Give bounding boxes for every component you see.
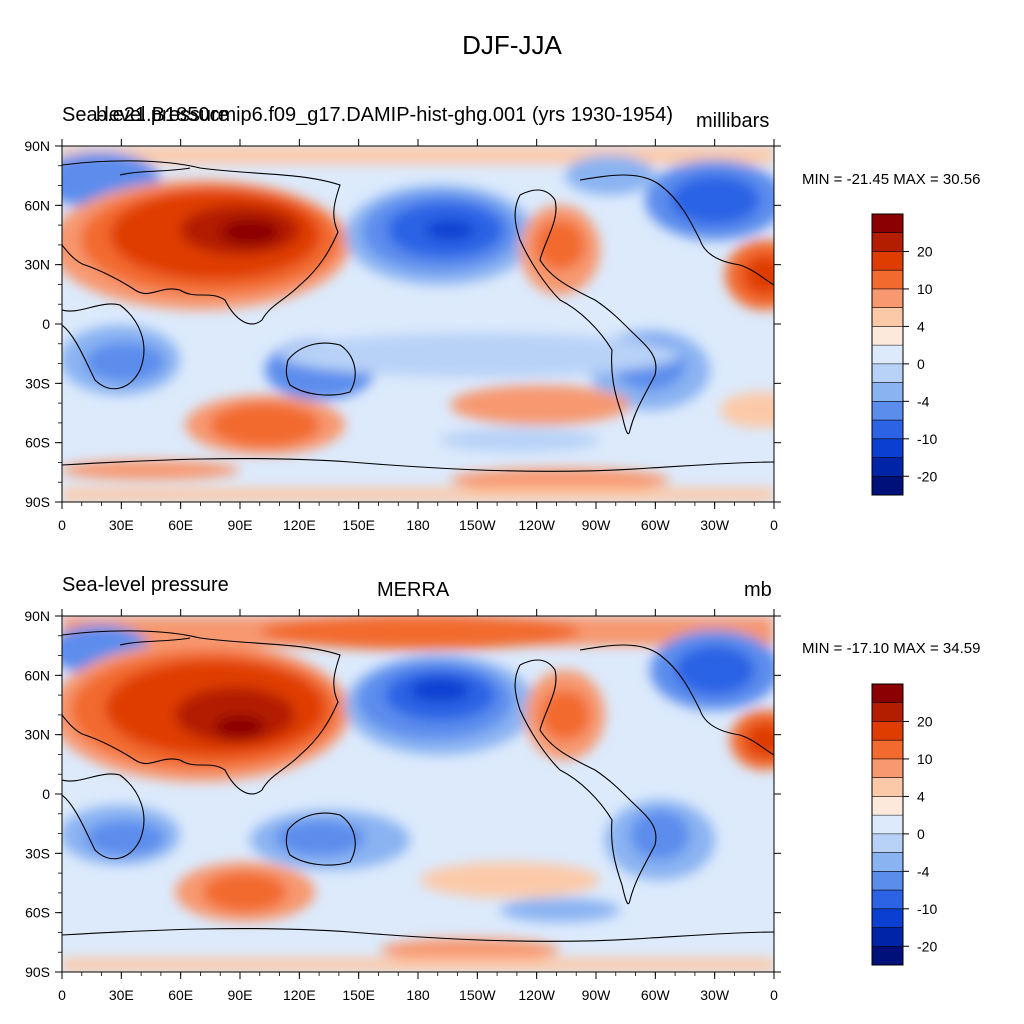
panel1-min-max: MIN = -21.45 MAX = 30.56	[802, 171, 981, 188]
panel2-center-title: MERRA	[377, 579, 450, 601]
panel1-lon-label: 150E	[342, 517, 375, 533]
panel1-lon-label: 30W	[700, 517, 730, 533]
panel2-colorbar-label: 4	[917, 788, 925, 804]
panel1-colorbar-swatch	[872, 420, 903, 440]
panel1-colorbar-swatch	[872, 214, 903, 234]
panel1-lon-label: 180	[406, 517, 430, 533]
panel1-colorbar-swatch	[872, 438, 903, 458]
panel1-lon-label: 150W	[459, 517, 496, 533]
panel1-colorbar-swatch	[872, 270, 903, 290]
main-title: DJF-JJA	[462, 30, 562, 60]
panel2-map	[62, 616, 774, 972]
panel2-colorbar-swatch	[872, 890, 903, 910]
panel2-colorbar-label: 10	[917, 751, 933, 767]
panel1-colorbar-swatch	[872, 345, 903, 365]
panel2-lat-label: 0	[42, 786, 50, 802]
panel2-lon-label: 0	[770, 987, 778, 1003]
panel1-colorbar-swatch	[872, 401, 903, 421]
panel2-lat-label: 90S	[25, 964, 50, 980]
panel1-colorbar-label: -4	[917, 393, 930, 409]
panel1-right-title: millibars	[696, 110, 770, 132]
panel2-lon-label: 180	[406, 987, 430, 1003]
panel2-colorbar-swatch	[872, 852, 903, 872]
panel2-lon-label: 150E	[342, 987, 375, 1003]
panel2-colorbar-swatch	[872, 777, 903, 797]
panel1-lon-label: 0	[770, 517, 778, 533]
panel2-lon-label: 120W	[518, 987, 555, 1003]
panel2-colorbar-frame	[871, 683, 904, 966]
panel1-colorbar-swatch	[872, 476, 903, 496]
panel1-colorbar-label: 0	[917, 356, 925, 372]
panel2-colorbar-swatch	[872, 833, 903, 853]
panel1-colorbar-swatch	[872, 326, 903, 346]
panel2-lon-label: 120E	[283, 987, 316, 1003]
panel1-lon-label: 60W	[641, 517, 671, 533]
panel2-colorbar-swatch	[872, 927, 903, 947]
panel1-colorbar-swatch	[872, 288, 903, 308]
panel1-colorbar-frame	[871, 213, 904, 496]
panel2-lon-label: 0	[58, 987, 66, 1003]
panel2-lon-label: 90E	[228, 987, 253, 1003]
panel2-lat-label: 30S	[25, 845, 50, 861]
panel1-colorbar-swatch	[872, 232, 903, 252]
panel2-colorbar-label: -4	[917, 863, 930, 879]
panel2-right-title: mb	[744, 579, 772, 601]
panel1-colorbar-label: 4	[917, 318, 925, 334]
panel1-lat-label: 30N	[24, 257, 50, 273]
panel1-colorbar-swatch	[872, 307, 903, 327]
panel2-colorbar-swatch	[872, 721, 903, 741]
panel1-lon-label: 90W	[582, 517, 612, 533]
panel2-colorbar-label: 0	[917, 826, 925, 842]
panel2-lon-label: 60E	[168, 987, 193, 1003]
panel1-colorbar-label: 20	[917, 243, 933, 259]
panel2-lat-label: 60N	[24, 667, 50, 683]
panel2-colorbar-swatch	[872, 815, 903, 835]
panel2-lat-label: 60S	[25, 905, 50, 921]
panel2-lon-label: 90W	[582, 987, 612, 1003]
panel1-lon-label: 120E	[283, 517, 316, 533]
panel1-lat-label: 60N	[24, 197, 50, 213]
panel2-colorbar-label: -10	[917, 901, 937, 917]
panel2-colorbar-swatch	[872, 702, 903, 722]
panel2-lat-label: 30N	[24, 727, 50, 743]
panel1-lon-label: 30E	[109, 517, 134, 533]
panel2-lon-label: 30W	[700, 987, 730, 1003]
panel2-colorbar-swatch	[872, 871, 903, 891]
panel2-colorbar-swatch	[872, 796, 903, 816]
panel2-lat-label: 90N	[24, 608, 50, 624]
panel1-map	[62, 146, 774, 502]
panel1-left-title: Sea-level pressure	[62, 104, 229, 126]
panel1-colorbar-swatch	[872, 457, 903, 477]
panel2-colorbar-swatch	[872, 908, 903, 928]
panel1-lat-label: 30S	[25, 375, 50, 391]
panel2-colorbar-swatch	[872, 946, 903, 966]
panel2-left-title: Sea-level pressure	[62, 574, 229, 596]
panel2-colorbar-swatch	[872, 740, 903, 760]
panel1-lat-label: 90N	[24, 138, 50, 154]
panel1-lon-label: 90E	[228, 517, 253, 533]
panel2-min-max: MIN = -17.10 MAX = 34.59	[802, 640, 981, 657]
panel1-colorbar-swatch	[872, 382, 903, 402]
panel1-colorbar-label: -20	[917, 468, 937, 484]
panel2-lon-label: 30E	[109, 987, 134, 1003]
panel2-colorbar-swatch	[872, 758, 903, 778]
panel1-center-title: b.e21.B1850cmip6.f09_g17.DAMIP-hist-ghg.…	[96, 104, 674, 126]
panel2-colorbar-label: -20	[917, 938, 937, 954]
panel1-lat-label: 0	[42, 316, 50, 332]
panel2-colorbar-label: 20	[917, 713, 933, 729]
panel2-colorbar-swatch	[872, 684, 903, 704]
panel1-lon-label: 0	[58, 517, 66, 533]
panel1-lon-label: 60E	[168, 517, 193, 533]
panel1-colorbar-swatch	[872, 363, 903, 383]
panel2-lon-label: 150W	[459, 987, 496, 1003]
panel1-colorbar-label: 10	[917, 281, 933, 297]
panel1-lon-label: 120W	[518, 517, 555, 533]
panel1-colorbar-swatch	[872, 251, 903, 271]
panel1-colorbar-label: -10	[917, 431, 937, 447]
panel1-lat-label: 90S	[25, 494, 50, 510]
panel2-lon-label: 60W	[641, 987, 671, 1003]
panel1-lat-label: 60S	[25, 435, 50, 451]
